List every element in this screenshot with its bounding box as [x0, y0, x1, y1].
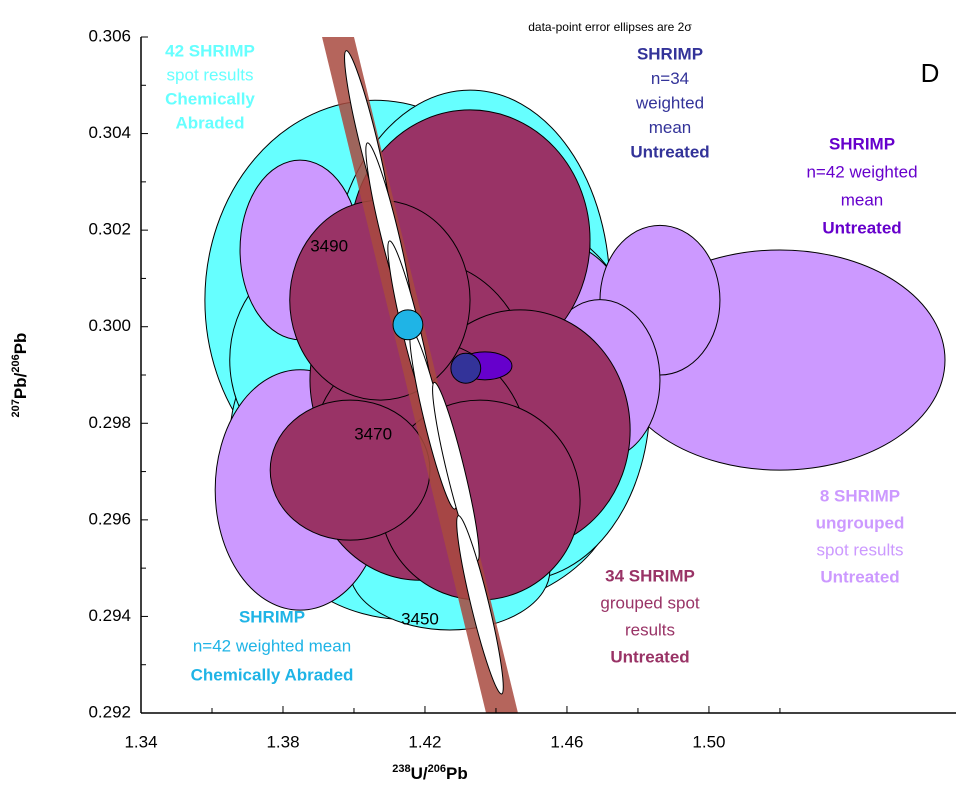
y-tick-label: 0.300 [88, 316, 131, 335]
annotation: grouped spot [600, 593, 700, 612]
overlay: 3490 3470 3450 1.34 1.38 1.42 1.46 1.50 0.292 0.2… [10, 26, 956, 783]
annotation: results [625, 620, 675, 639]
superscript: 206 [10, 354, 22, 372]
x-tick-label: 1.46 [550, 732, 583, 751]
axis-title-part: Pb/ [11, 372, 30, 399]
x-tick-label: 1.50 [692, 732, 725, 751]
annotation: 42 SHRIMP [165, 41, 255, 60]
y-tick-label: 0.304 [88, 123, 131, 142]
x-tick-label: 1.34 [124, 732, 157, 751]
annotation: Untreated [822, 218, 901, 237]
annotation: ungrouped [816, 513, 905, 532]
annotation: SHRIMP [239, 607, 305, 626]
annotation: weighted [635, 93, 704, 112]
age-label: 3470 [354, 424, 392, 443]
weighted-mean [392, 309, 424, 341]
annotation: Untreated [820, 567, 899, 586]
y-tick-label: 0.294 [88, 606, 131, 625]
axis-title-part: Pb [11, 333, 30, 355]
y-tick-label: 0.292 [88, 702, 131, 721]
annotation: mean [649, 118, 692, 137]
annotation: mean [841, 190, 884, 209]
annotation: 34 SHRIMP [605, 566, 695, 585]
annotation: spot results [817, 540, 904, 559]
age-label: 3490 [310, 237, 348, 256]
annotation: n=34 [651, 69, 689, 88]
age-marker [456, 515, 504, 695]
superscript: 238 [392, 763, 410, 775]
age-label: 3450 [401, 609, 439, 628]
annotation: Abraded [176, 113, 245, 132]
y-tick-label: 0.298 [88, 413, 131, 432]
annotation: n=42 weighted [806, 162, 917, 181]
y-tick-label: 0.306 [88, 26, 131, 45]
annotation: Untreated [610, 647, 689, 666]
annotation: n=42 weighted mean [193, 636, 351, 655]
ylabel-title: 207Pb/206Pb [10, 333, 31, 418]
annotation: SHRIMP [829, 134, 895, 153]
plot-area [204, 37, 946, 713]
superscript: 207 [10, 399, 22, 417]
axis-title-part: Pb [446, 764, 468, 783]
superscript: 206 [428, 763, 446, 775]
annotation: 8 SHRIMP [820, 486, 900, 505]
x-tick-label: 1.38 [266, 732, 299, 751]
error-ellipse [269, 399, 431, 541]
annotation: spot results [167, 65, 254, 84]
x-tick-label: 1.42 [408, 732, 441, 751]
annotation: Untreated [630, 142, 709, 161]
annotation: Chemically Abraded [191, 665, 354, 684]
annotation: SHRIMP [637, 44, 703, 63]
xlabel-title: 238U/206Pb [392, 763, 467, 784]
note: data-point error ellipses are 2σ [528, 20, 692, 34]
weighted-mean [450, 352, 482, 384]
axis-title-part: U/ [411, 764, 428, 783]
y-tick-label: 0.296 [88, 509, 131, 528]
panel-label: D [921, 58, 940, 88]
y-tick-label: 0.302 [88, 220, 131, 239]
annotation: Chemically [165, 89, 255, 108]
